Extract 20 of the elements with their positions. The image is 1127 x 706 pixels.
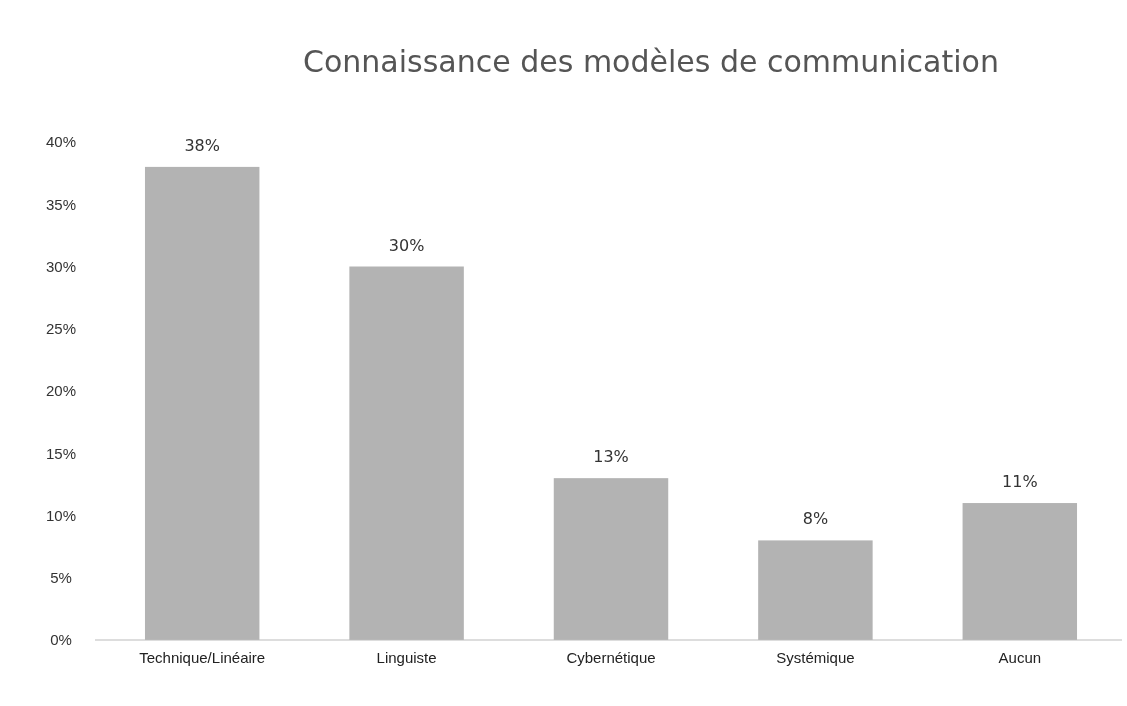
x-tick-label: Aucun bbox=[998, 649, 1042, 666]
y-tick-label: 5% bbox=[50, 569, 72, 587]
x-tick-label: Linguiste bbox=[376, 649, 437, 666]
data-label: 38% bbox=[184, 135, 220, 155]
x-tick-label: Cybernétique bbox=[566, 649, 656, 666]
y-tick-label: 40% bbox=[45, 133, 77, 151]
x-tick-label: Systémique bbox=[776, 649, 855, 666]
y-tick-label: 25% bbox=[45, 320, 77, 338]
data-label: 8% bbox=[802, 509, 829, 529]
chart-title: Connaissance des modèles de communication bbox=[303, 44, 999, 79]
data-label: 13% bbox=[593, 447, 629, 467]
y-tick-label: 20% bbox=[45, 382, 77, 400]
data-label: 11% bbox=[1002, 472, 1038, 492]
y-tick-label: 10% bbox=[45, 506, 77, 524]
x-tick-label: Technique/Linéaire bbox=[139, 649, 266, 666]
y-tick-label: 15% bbox=[45, 444, 77, 462]
y-tick-label: 35% bbox=[45, 195, 77, 213]
y-tick-label: 30% bbox=[45, 257, 77, 275]
data-label: 30% bbox=[388, 235, 425, 255]
y-tick-label: 0% bbox=[50, 631, 72, 649]
